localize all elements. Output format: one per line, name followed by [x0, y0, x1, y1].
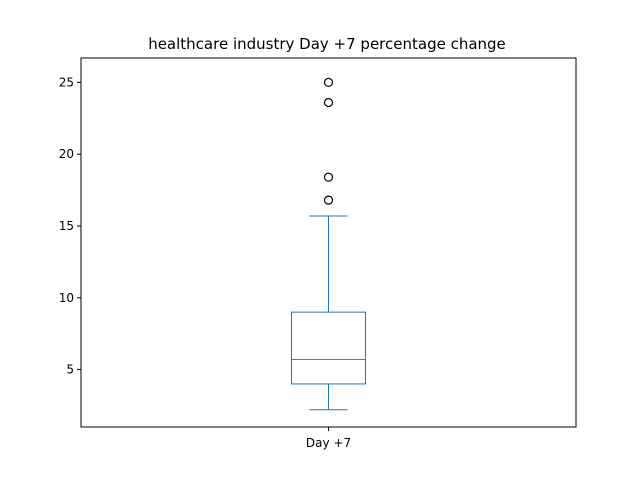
x-tick-label: Day +7 [306, 436, 351, 450]
y-tick-label: 20 [59, 147, 74, 161]
outlier-point [323, 77, 334, 88]
y-tick-label: 10 [59, 291, 74, 305]
box-group [291, 77, 366, 411]
y-tick-label: 15 [59, 219, 74, 233]
outlier-point [323, 195, 334, 205]
chart-title: healthcare industry Day +7 percentage ch… [148, 35, 506, 53]
y-tick-label: 5 [66, 363, 74, 377]
x-axis: Day +7 [306, 427, 351, 450]
iqr-box [291, 311, 366, 385]
box-series [291, 77, 366, 411]
y-axis: 5 10 15 20 25 [59, 75, 81, 377]
outlier-point [323, 97, 334, 108]
outlier-point [323, 172, 334, 182]
y-tick-label: 25 [59, 75, 74, 89]
